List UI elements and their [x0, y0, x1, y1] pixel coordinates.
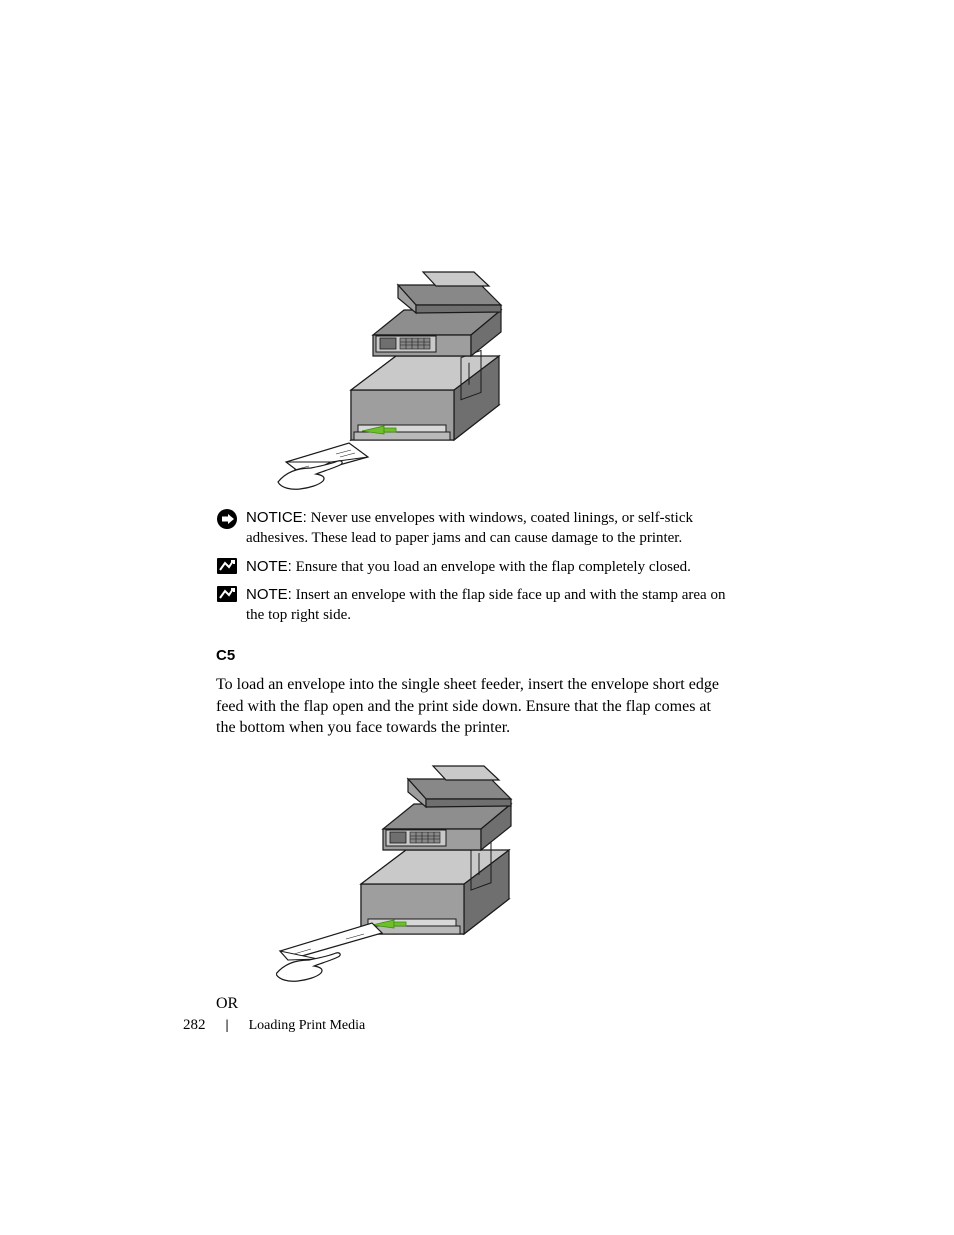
page-footer: 282 | Loading Print Media [183, 1017, 365, 1034]
note-icon [216, 557, 238, 575]
note-icon [216, 585, 238, 603]
page-number: 282 [183, 1017, 206, 1034]
paragraph-c5: To load an envelope into the single shee… [216, 674, 726, 739]
note-1-callout: NOTE: Ensure that you load an envelope w… [216, 557, 726, 577]
note-2-callout: NOTE: Insert an envelope with the flap s… [216, 585, 726, 626]
note-2-label: NOTE: [246, 586, 292, 603]
printer-figure-1 [276, 250, 726, 500]
printer-illustration-2 [276, 759, 536, 989]
note-1-text: Ensure that you load an envelope with th… [292, 559, 691, 575]
or-text: OR [216, 995, 726, 1013]
notice-text: Never use envelopes with windows, coated… [246, 510, 693, 546]
printer-figure-2 [276, 759, 726, 989]
notice-icon [216, 508, 238, 530]
printer-illustration-1 [276, 250, 536, 500]
footer-title: Loading Print Media [249, 1018, 366, 1034]
notice-label: NOTICE: [246, 509, 307, 526]
note-1-label: NOTE: [246, 558, 292, 575]
footer-separator: | [226, 1018, 229, 1034]
heading-c5: C5 [216, 647, 726, 664]
note-2-text: Insert an envelope with the flap side fa… [246, 587, 725, 623]
notice-callout: NOTICE: Never use envelopes with windows… [216, 508, 726, 549]
